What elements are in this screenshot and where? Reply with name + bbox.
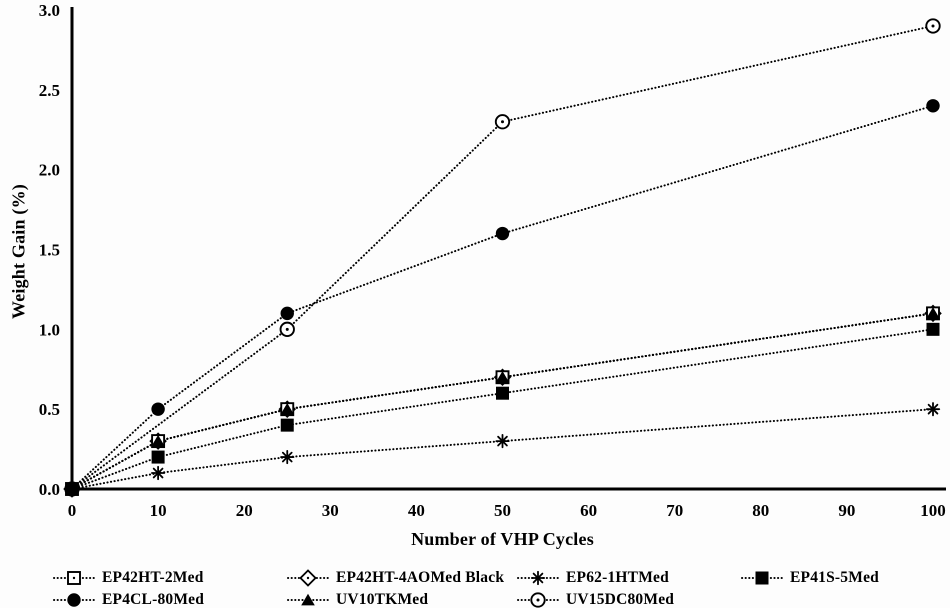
x-tick-label: 80 <box>752 501 769 520</box>
x-tick-label: 90 <box>838 501 855 520</box>
filled-circle-glyph <box>67 593 81 607</box>
filled-square-glyph <box>755 571 769 585</box>
legend-label: EP62-1HTMed <box>566 569 669 586</box>
y-tick-label: 1.0 <box>39 320 60 339</box>
dotted-circle-icon <box>517 592 559 608</box>
y-tick-label: 0.0 <box>39 480 60 499</box>
data-point-ep41s-5med <box>280 418 294 432</box>
legend-item-ep42ht-2med: EP42HT-2Med <box>52 568 204 588</box>
legend-item-ep41s-5med: EP41S-5Med <box>740 568 879 588</box>
data-point-ep41s-5med <box>496 386 509 400</box>
open-diamond-glyph <box>299 569 317 587</box>
legend-item-ep62-1htmed: EP62-1HTMed <box>516 568 669 588</box>
data-point-ep62-1htmed <box>280 449 295 465</box>
asterisk-icon <box>517 570 559 586</box>
data-point-uv15dc80med <box>494 114 511 130</box>
data-point-uv15dc80med <box>925 18 941 34</box>
x-tick-label: 50 <box>494 501 511 520</box>
y-tick-label: 1.5 <box>39 241 60 260</box>
data-point-ep62-1htmed <box>495 433 510 449</box>
data-point-ep41s-5med <box>151 450 165 464</box>
series-line-ep62-1htmed <box>71 408 934 490</box>
data-point-ep4cl-80med <box>495 226 510 241</box>
legend-item-uv15dc80med: UV15DC80Med <box>516 590 674 608</box>
x-tick-label: 40 <box>408 501 425 520</box>
x-tick-label: 30 <box>322 501 339 520</box>
legend-item-ep4cl-80med: EP4CL-80Med <box>52 590 204 608</box>
x-tick-label: 0 <box>68 501 77 520</box>
legend-label: UV15DC80Med <box>566 591 675 608</box>
chart-plot-canvas: 0.0 0.5 1.0 1.5 2.0 2.5 3.0 0 10 20 30 40 50 60 70 80 90… <box>39 1 946 520</box>
x-tick-label: 60 <box>580 501 597 520</box>
data-point-ep41s-5med <box>926 322 940 336</box>
x-tick-label: 100 <box>920 501 946 520</box>
asterisk-glyph <box>530 570 546 586</box>
dotted-circle-glyph <box>530 592 546 608</box>
legend-label: EP42HT-2Med <box>102 569 204 586</box>
x-tick-label: 20 <box>236 501 253 520</box>
data-point-ep62-1htmed <box>150 465 166 481</box>
data-point-uv10tkmed <box>151 434 165 447</box>
filled-circle-icon <box>53 593 95 607</box>
series-line-uv10tkmed <box>71 312 934 490</box>
series-line-ep42ht-4aomed-black <box>71 312 934 490</box>
x-tick-label: 70 <box>666 501 683 520</box>
y-tick-label: 2.5 <box>39 81 60 100</box>
y-tick-label: 0.5 <box>39 400 60 419</box>
x-tick-label: 10 <box>150 501 167 520</box>
series-line-ep4cl-80med <box>71 104 934 490</box>
data-point-uv10tkmed <box>280 402 295 415</box>
y-tick-label: 3.0 <box>39 1 60 20</box>
open-diamond-icon <box>287 569 329 587</box>
filled-square-icon <box>741 571 783 585</box>
data-point-ep62-1htmed <box>925 402 941 417</box>
y-axis-title: Weight Gain (%) <box>8 184 29 320</box>
chart-legend: EP42HT-2Med EP42HT-4AOMed Black EP62-1HTMe… <box>0 564 950 608</box>
data-point-uv15dc80med <box>279 321 295 337</box>
open-square-glyph <box>67 571 81 585</box>
filled-triangle-icon <box>287 593 329 606</box>
data-point-ep4cl-80med <box>280 306 294 321</box>
series-line-ep42ht-2med <box>71 312 934 490</box>
data-point-ep4cl-80med <box>151 402 165 416</box>
y-tick-label: 2.0 <box>39 161 60 180</box>
legend-item-uv10tkmed: UV10TKMed <box>286 590 428 608</box>
series-line-ep41s-5med <box>71 328 934 490</box>
x-axis-title: Number of VHP Cycles <box>411 529 594 549</box>
legend-label: EP4CL-80Med <box>102 591 205 608</box>
data-point-uv10tkmed <box>926 307 940 319</box>
data-point-ep4cl-80med <box>926 99 940 113</box>
legend-label: EP41S-5Med <box>790 569 879 586</box>
open-square-icon <box>53 571 95 585</box>
legend-item-ep42ht-4aomed-black: EP42HT-4AOMed Black <box>286 568 504 588</box>
data-point-uv10tkmed <box>495 371 510 383</box>
legend-label: EP42HT-4AOMed Black <box>336 569 505 586</box>
filled-triangle-glyph <box>301 593 315 606</box>
series-line-uv15dc80med <box>71 24 934 490</box>
data-point-ep41s-5med <box>65 482 79 496</box>
legend-label: UV10TKMed <box>336 591 429 608</box>
